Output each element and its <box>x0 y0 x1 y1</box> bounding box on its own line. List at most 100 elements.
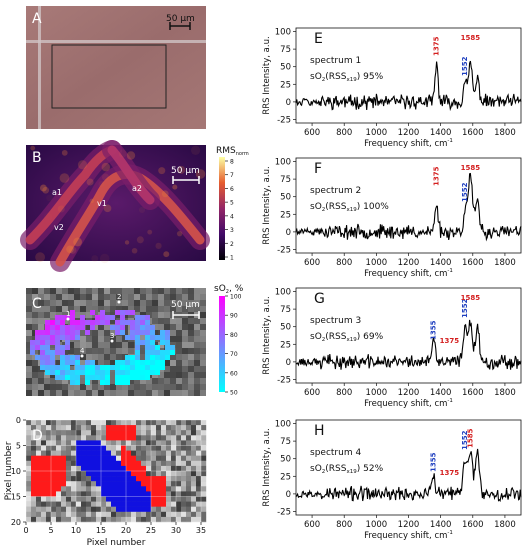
pixel <box>146 420 152 426</box>
bg-pixel <box>122 294 128 300</box>
pixel <box>66 501 72 507</box>
pixel <box>116 430 122 436</box>
pixel <box>71 465 77 472</box>
ytick-label: 50 <box>280 323 291 333</box>
pixel <box>121 420 127 426</box>
bg-pixel <box>176 390 182 396</box>
ytick-label: -25 <box>277 245 291 255</box>
pixel <box>141 491 147 497</box>
pixel <box>46 471 52 477</box>
so2-pixel <box>135 330 140 335</box>
pixel <box>81 496 87 502</box>
so2-pixel <box>60 335 65 340</box>
pixel <box>91 440 97 446</box>
panel-b-scalebar-label: 50 μm <box>171 166 200 176</box>
pixel <box>121 450 127 456</box>
pixel <box>111 501 117 507</box>
pixel <box>46 511 52 518</box>
bg-pixel <box>44 288 50 294</box>
pixel <box>121 445 127 451</box>
pixel <box>201 506 207 512</box>
pixel <box>76 476 82 482</box>
pixel <box>161 455 167 461</box>
pixel <box>66 450 72 456</box>
bg-pixel <box>116 384 122 390</box>
pixel <box>201 501 207 507</box>
pixel <box>171 420 177 426</box>
bg-pixel <box>86 384 92 390</box>
pixel <box>91 511 97 518</box>
vessel-speckle <box>172 184 178 190</box>
panel-a-scalebar-label: 50 μm <box>166 14 195 24</box>
pixel <box>146 450 152 456</box>
bg-pixel <box>80 342 86 348</box>
so2-pixel <box>120 365 125 370</box>
vessel-speckle <box>195 169 206 179</box>
so2-pixel <box>125 365 130 370</box>
pixel <box>136 445 142 451</box>
pixel <box>91 476 97 482</box>
bg-pixel <box>134 384 140 390</box>
bg-pixel <box>164 390 170 396</box>
so2-pixel <box>135 335 140 340</box>
panel-letter: G <box>314 291 325 307</box>
bg-pixel <box>200 312 206 318</box>
pixel <box>96 430 102 436</box>
bg-pixel <box>152 384 158 390</box>
so2-pixel <box>65 355 70 360</box>
bg-pixel <box>152 312 158 318</box>
pixel <box>146 455 152 461</box>
pixel <box>121 481 127 487</box>
bg-pixel <box>110 336 116 342</box>
bg-pixel <box>176 294 182 300</box>
pixel <box>121 506 127 512</box>
pixel <box>96 440 102 446</box>
so2-pixel <box>50 365 55 370</box>
so2-pixel <box>60 315 65 320</box>
bg-pixel <box>200 342 206 348</box>
so2-pixel <box>85 380 90 385</box>
pixel <box>116 481 122 487</box>
bg-pixel <box>98 390 104 396</box>
so2-pixel <box>70 310 75 315</box>
pixel <box>171 501 177 507</box>
pixel <box>201 516 207 523</box>
pixel <box>56 430 62 436</box>
pixel <box>181 506 187 512</box>
vessel-speckle <box>77 160 88 170</box>
pixel <box>46 516 52 523</box>
pixel <box>126 455 132 461</box>
bg-pixel <box>104 384 110 390</box>
pixel <box>41 501 47 507</box>
pixel <box>66 511 72 518</box>
bg-pixel <box>68 366 74 372</box>
pixel <box>51 460 57 467</box>
ytick-label: 75 <box>280 175 291 185</box>
ytick-label: 0 <box>286 228 291 238</box>
pixel <box>191 430 197 436</box>
pixel <box>111 491 117 497</box>
so2-pixel <box>100 310 105 315</box>
pixel <box>36 476 42 482</box>
bg-pixel <box>194 378 200 384</box>
pixel <box>166 420 172 426</box>
pixel <box>156 471 162 477</box>
bg-pixel <box>104 288 110 294</box>
so2-pixel <box>150 355 155 360</box>
bg-pixel <box>62 384 68 390</box>
bg-pixel <box>98 348 104 354</box>
bg-pixel <box>152 294 158 300</box>
pixel <box>76 486 82 492</box>
so2-pixel <box>150 360 155 365</box>
bg-pixel <box>194 372 200 378</box>
pixel <box>171 430 177 436</box>
pixel <box>81 460 87 467</box>
so2-pixel <box>145 365 150 370</box>
pixel <box>91 420 97 426</box>
bg-pixel <box>26 324 32 330</box>
so2-pixel <box>40 335 45 340</box>
pixel <box>36 430 42 436</box>
panel-d-pixels <box>25 419 207 523</box>
